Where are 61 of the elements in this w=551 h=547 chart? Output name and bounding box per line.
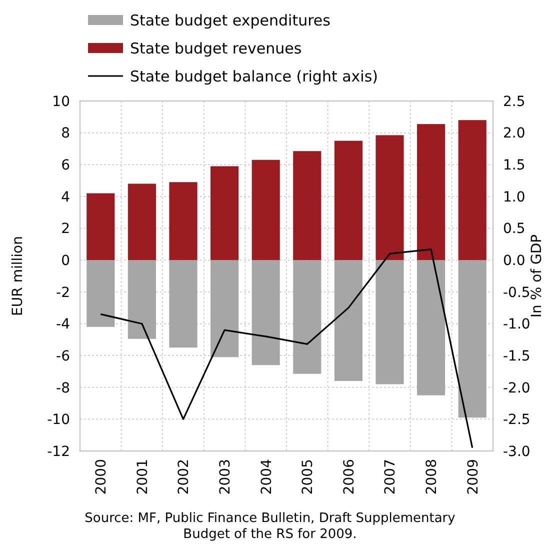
y2-tick-label: -2.0 <box>503 380 530 396</box>
bar <box>334 140 362 260</box>
y2-tick-label: 2.5 <box>503 94 526 110</box>
x-tick-label: 2000 <box>94 459 110 495</box>
x-tick-label: 2009 <box>465 459 482 495</box>
y-tick-label: -10 <box>47 412 70 428</box>
bar <box>252 260 280 366</box>
y-tick-label: -8 <box>56 380 70 396</box>
y-tick-label: 4 <box>61 189 70 206</box>
x-tick-label: 2005 <box>300 459 316 495</box>
y2-tick-label: 1.0 <box>503 189 526 206</box>
y2-tick-label: -2.5 <box>503 412 530 428</box>
y2-tick-label: 0.5 <box>503 221 526 238</box>
x-tick-label: 2004 <box>258 458 275 495</box>
y2-axis-title: In % of GDP <box>529 234 545 318</box>
y2-tick-label: -3.0 <box>503 444 530 460</box>
y2-tick-label: -1.5 <box>503 348 530 364</box>
y-tick-label: 2 <box>61 221 70 238</box>
y-axis-title: EUR million <box>10 236 26 316</box>
bar <box>417 124 446 260</box>
y-tick-label: -12 <box>47 444 70 460</box>
bar <box>293 260 322 374</box>
y-tick-label: -6 <box>56 348 70 364</box>
legend-label: State budget expenditures <box>130 11 331 30</box>
bar <box>169 260 198 348</box>
x-tick-label: 2007 <box>382 459 399 495</box>
legend-label: State budget revenues <box>130 39 302 58</box>
bar <box>210 260 239 358</box>
y-tick-label: 8 <box>61 126 70 142</box>
bar <box>458 260 486 418</box>
y-tick-label: -4 <box>56 316 70 333</box>
y-tick-label: -2 <box>56 284 70 301</box>
bar <box>252 160 280 260</box>
bar <box>293 151 322 260</box>
x-tick-label: 2001 <box>134 459 151 495</box>
source-note: Source: MF, Public Finance Bulletin, Draft Supplementary Budget of the RS for 2009. <box>84 511 456 543</box>
x-tick-label: 2002 <box>176 459 192 495</box>
bar <box>210 166 239 260</box>
bar <box>376 135 404 260</box>
y-tick-label: 0 <box>61 252 70 269</box>
y-tick-label: 10 <box>52 94 70 110</box>
x-tick-label: 2008 <box>424 459 440 495</box>
bar <box>86 260 115 327</box>
y-tick-label: 6 <box>61 158 70 174</box>
y2-tick-label: -1.0 <box>503 316 530 333</box>
y2-tick-label: 2.0 <box>503 126 526 142</box>
bar <box>417 260 446 396</box>
bar <box>334 260 362 381</box>
y2-tick-label: 1.5 <box>503 158 526 174</box>
x-tick-label: 2003 <box>217 459 234 495</box>
bar <box>86 193 115 260</box>
bar <box>376 260 404 384</box>
y2-tick-label: -0.5 <box>503 284 530 301</box>
bar <box>169 182 198 260</box>
legend-label: State budget balance (right axis) <box>130 67 378 86</box>
bar <box>458 120 486 260</box>
x-tick-label: 2006 <box>341 458 358 495</box>
bar <box>128 260 156 339</box>
line-series <box>100 248 474 449</box>
bar <box>128 184 156 260</box>
y2-tick-label: 0.0 <box>503 252 526 269</box>
